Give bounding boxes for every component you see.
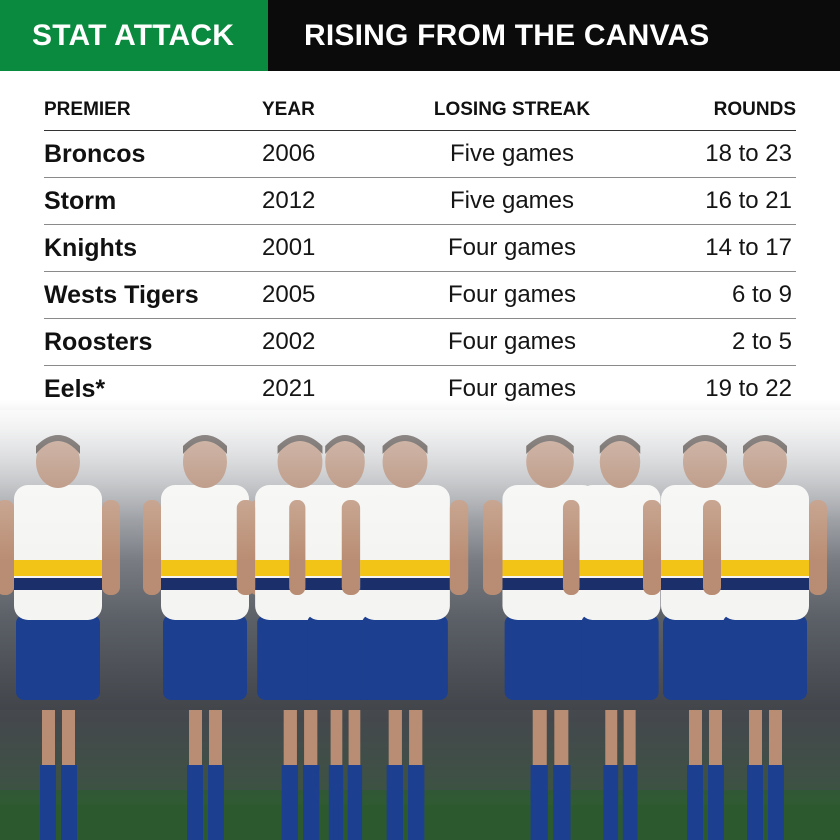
premier-cell: Eels* — [44, 374, 106, 403]
streak-cell: Four games — [447, 375, 577, 402]
table-row: Roosters 2002 Four games 2 to 5 — [44, 319, 796, 366]
team-photo — [0, 410, 840, 840]
rounds-cell: 14 to 17 — [705, 234, 792, 261]
rounds-cell: 18 to 23 — [705, 140, 792, 167]
premier-cell: Broncos — [44, 139, 146, 168]
streak-cell: Four games — [447, 234, 577, 261]
year-cell: 2005 — [262, 281, 316, 308]
header-rounds: ROUNDS — [713, 99, 796, 120]
year-cell: 2021 — [262, 375, 316, 402]
title-banner: STAT ATTACK RISING FROM THE CANVAS — [0, 0, 840, 71]
rounds-cell: 16 to 21 — [705, 187, 792, 214]
table-row: Eels* 2021 Four games 19 to 22 — [44, 366, 796, 412]
rounds-cell: 19 to 22 — [705, 375, 792, 402]
stat-attack-label: STAT ATTACK — [0, 0, 268, 71]
streak-cell: Four games — [447, 328, 577, 355]
premier-cell: Storm — [44, 186, 117, 215]
year-cell: 2012 — [262, 187, 316, 214]
header-year: YEAR — [262, 99, 315, 120]
table-header-row: PREMIER YEAR LOSING STREAK ROUNDS — [44, 90, 796, 131]
rounds-cell: 2 to 5 — [731, 328, 792, 355]
table-row: Storm 2012 Five games 16 to 21 — [44, 178, 796, 225]
year-cell: 2001 — [262, 234, 316, 261]
graphic-title: RISING FROM THE CANVAS — [268, 0, 840, 71]
streak-cell: Four games — [447, 281, 577, 308]
losing-streak-table: PREMIER YEAR LOSING STREAK ROUNDS Bronco… — [44, 90, 796, 412]
table-row: Broncos 2006 Five games 18 to 23 — [44, 131, 796, 178]
premier-cell: Knights — [44, 233, 138, 262]
table-row: Knights 2001 Four games 14 to 17 — [44, 225, 796, 272]
streak-cell: Five games — [449, 187, 575, 214]
header-premier: PREMIER — [44, 99, 131, 120]
year-cell: 2006 — [262, 140, 316, 167]
premier-cell: Roosters — [44, 327, 153, 356]
header-losing-streak: LOSING STREAK — [433, 99, 591, 120]
year-cell: 2002 — [262, 328, 316, 355]
rounds-cell: 6 to 9 — [731, 281, 792, 308]
streak-cell: Five games — [449, 140, 575, 167]
table-row: Wests Tigers 2005 Four games 6 to 9 — [44, 272, 796, 319]
premier-cell: Wests Tigers — [44, 280, 199, 309]
